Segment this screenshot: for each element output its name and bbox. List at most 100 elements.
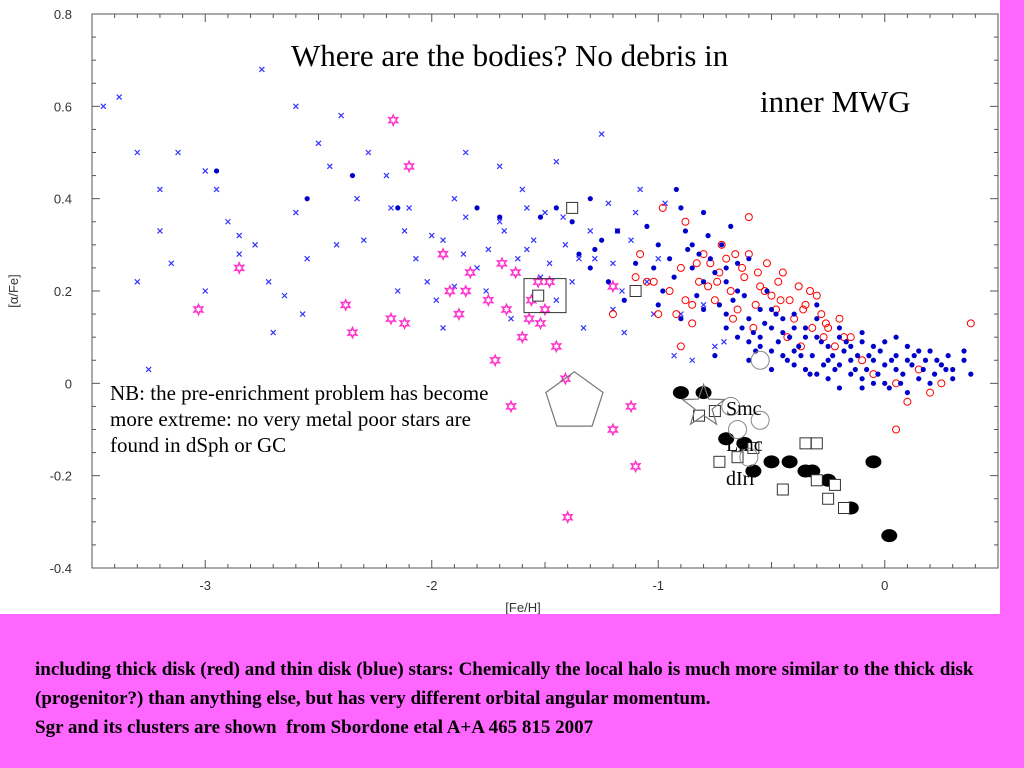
halo-point [401, 228, 408, 234]
thin_disk-point [802, 366, 809, 373]
halo-point [304, 255, 311, 262]
dwarf-point [763, 455, 780, 469]
thin_disk-point [746, 357, 752, 363]
thick_disk-point [824, 323, 833, 332]
thin_disk-point [764, 288, 770, 294]
thick_disk-point [726, 287, 735, 295]
thin_disk-point [395, 205, 401, 211]
dsph-point [384, 311, 397, 326]
thick_disk-point [751, 300, 760, 309]
thin_disk-point [854, 353, 861, 359]
halo-point [236, 232, 243, 239]
thin_disk-point [791, 311, 797, 317]
thin_disk-point [893, 366, 899, 373]
caption-line-1: including thick disk (red) and thin disk… [35, 659, 974, 709]
halo-point [360, 237, 367, 244]
sgr_clusters-point [566, 201, 579, 214]
thin_disk-point [875, 371, 881, 377]
thin_disk-point [825, 343, 831, 349]
dsph-point [505, 399, 518, 414]
halo-point [621, 329, 628, 336]
thick_disk-point [762, 259, 771, 268]
thin_disk-point [848, 357, 854, 363]
open-star-marker [680, 382, 727, 426]
sgr_clusters-point [731, 451, 744, 464]
thin_disk-point [904, 357, 911, 363]
dsph-point [550, 339, 563, 354]
dsph-point [403, 159, 416, 174]
halo-point [338, 112, 345, 119]
thin_disk-point [841, 348, 847, 354]
thin_disk-point [859, 376, 865, 382]
thick_disk-point [636, 250, 645, 259]
thin_disk-point [934, 357, 940, 363]
halo-point [460, 251, 467, 257]
halo-point [299, 311, 306, 318]
halo-point [145, 366, 152, 373]
thick_disk-point [733, 305, 742, 314]
thick_disk-point [756, 282, 765, 291]
sgr_clusters-point [837, 501, 850, 514]
dsph-point [543, 274, 556, 289]
thin_disk-point [700, 306, 707, 313]
dwarf-point [695, 386, 712, 400]
thin_disk-point [696, 251, 702, 257]
thin_disk-point [825, 357, 831, 363]
halo-point [519, 186, 526, 193]
thin_disk-point [682, 228, 689, 234]
y-tick-label: -0.2 [50, 469, 72, 484]
halo-point [412, 255, 419, 262]
halo-point [655, 255, 662, 262]
thin_disk-point [904, 343, 911, 349]
thick_disk-point [728, 314, 737, 323]
thin_disk-point [614, 228, 621, 234]
halo-point [587, 228, 594, 234]
dwarf-point [865, 455, 882, 469]
thin_disk-point [943, 366, 949, 373]
thin_disk-point [814, 371, 820, 377]
halo-point [580, 325, 587, 331]
thin_disk-point [882, 362, 888, 368]
thick_disk-point [744, 213, 753, 222]
thick_disk-point [808, 323, 817, 332]
thin_disk-point [768, 325, 775, 331]
thin_disk-point [707, 256, 713, 262]
thick_disk-point [681, 217, 690, 226]
halo-point [462, 149, 469, 156]
thin_disk-point [852, 366, 858, 373]
dwarf-point [781, 455, 798, 469]
thick_disk-point [649, 277, 658, 286]
dsph-point [464, 265, 477, 280]
thin_disk-point [689, 242, 695, 248]
sgr_clusters-point [822, 492, 835, 505]
dsph-point [346, 325, 359, 340]
halo-point [496, 163, 503, 170]
thin_disk-point [673, 186, 679, 193]
thin_disk-point [553, 205, 559, 211]
halo-point [451, 195, 458, 202]
thick_disk-point [785, 296, 794, 305]
x-tick-label: -3 [199, 578, 211, 593]
thick_disk-point [688, 300, 697, 309]
halo-point [326, 163, 333, 170]
dsph-point [629, 459, 642, 474]
y-axis-label: [α/Fe] [6, 274, 21, 308]
thick_disk-point [722, 254, 731, 263]
thin_disk-point [768, 306, 775, 313]
thin_disk-point [864, 366, 870, 373]
thin_disk-point [780, 316, 786, 322]
thin_disk-point [931, 371, 938, 377]
halo-point [591, 255, 598, 262]
thin_disk-point [700, 209, 707, 216]
thin_disk-point [587, 196, 593, 202]
thin_disk-point [818, 339, 824, 345]
open_circles-point [728, 420, 748, 439]
thin_disk-point [304, 196, 310, 202]
halo-point [428, 232, 435, 239]
thin_disk-point [859, 329, 865, 336]
halo-point [689, 357, 696, 364]
halo-point [134, 278, 141, 285]
thick_disk-point [903, 397, 912, 406]
halo-point [258, 66, 265, 73]
sgr_clusters-point [629, 285, 642, 297]
